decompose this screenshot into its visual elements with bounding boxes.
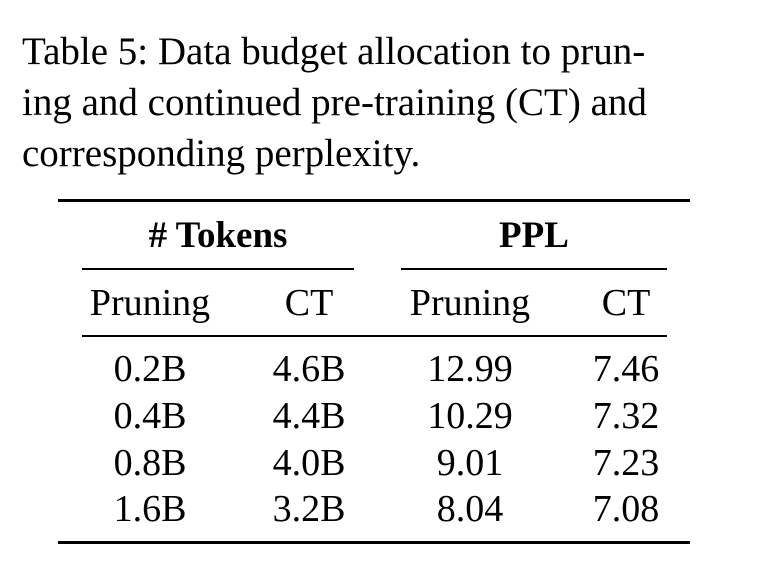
table-cell: 0.4B bbox=[113, 395, 187, 437]
header-ppl-ct: CT bbox=[601, 282, 651, 324]
group-rule-ppl bbox=[401, 268, 667, 270]
table-bottom-rule bbox=[58, 541, 690, 544]
header-tokens-pruning: Pruning bbox=[89, 282, 211, 324]
table-cell: 7.32 bbox=[592, 395, 660, 437]
group-rule-tokens bbox=[82, 268, 354, 270]
group-header-tokens: # Tokens bbox=[148, 215, 288, 256]
table-cell: 12.99 bbox=[427, 348, 513, 390]
caption-line: Table 5: Data budget allocation to prun- bbox=[22, 30, 646, 73]
table-cell: 7.08 bbox=[592, 488, 660, 530]
table-cell: 10.29 bbox=[427, 395, 513, 437]
table-cell: 0.2B bbox=[113, 348, 187, 390]
table-cell: 7.46 bbox=[592, 348, 660, 390]
table-cell: 0.8B bbox=[113, 442, 187, 484]
table-top-rule bbox=[58, 199, 690, 202]
table-cell: 8.04 bbox=[436, 488, 504, 530]
caption-line: ing and continued pre-training (CT) and bbox=[22, 81, 647, 124]
table-cell: 7.23 bbox=[592, 442, 660, 484]
header-ppl-pruning: Pruning bbox=[409, 282, 531, 324]
group-header-ppl: PPL bbox=[499, 215, 569, 256]
table-cell: 4.4B bbox=[272, 395, 346, 437]
header-bottom-rule bbox=[82, 335, 667, 337]
table-caption: Table 5: Data budget allocation to prun-… bbox=[22, 26, 752, 179]
table-cell: 9.01 bbox=[436, 442, 504, 484]
table-cell: 4.0B bbox=[272, 442, 346, 484]
header-tokens-ct: CT bbox=[284, 282, 334, 324]
table-cell: 4.6B bbox=[272, 348, 346, 390]
caption-line: corresponding perplexity. bbox=[22, 132, 421, 175]
table-cell: 3.2B bbox=[272, 488, 346, 530]
table-cell: 1.6B bbox=[113, 488, 187, 530]
